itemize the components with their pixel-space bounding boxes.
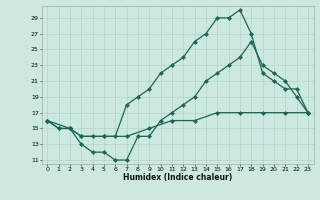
X-axis label: Humidex (Indice chaleur): Humidex (Indice chaleur) (123, 173, 232, 182)
